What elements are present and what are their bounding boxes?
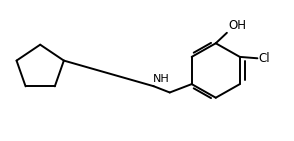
- Text: NH: NH: [153, 74, 170, 84]
- Text: Cl: Cl: [259, 52, 270, 65]
- Text: OH: OH: [228, 19, 246, 32]
